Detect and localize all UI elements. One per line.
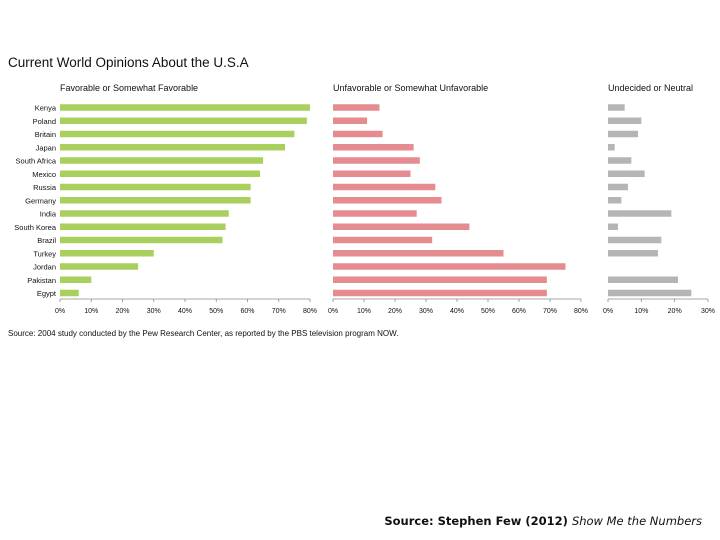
- bar-favorable-turkey: [60, 250, 154, 257]
- bar-unfavorable-russia: [333, 183, 436, 191]
- x-tick-label-unfavorable-2: 20%: [388, 308, 402, 315]
- bar-undecided-japan: [608, 144, 615, 151]
- x-tick-label-favorable-0: 0%: [55, 308, 65, 315]
- bar-undecided-india: [608, 210, 672, 217]
- bar-favorable-poland: [60, 117, 307, 124]
- bar-unfavorable-japan: [333, 144, 414, 151]
- x-tick-label-favorable-7: 70%: [272, 308, 286, 315]
- bar-undecided-kenya: [608, 104, 625, 111]
- category-label-south-africa: South Africa: [16, 157, 57, 166]
- x-tick-label-favorable-3: 30%: [147, 308, 161, 315]
- bar-undecided-britain: [608, 130, 638, 138]
- x-tick-label-favorable-4: 40%: [178, 308, 192, 315]
- source-note: Source: 2004 study conducted by the Pew …: [8, 329, 398, 338]
- bar-favorable-mexico: [60, 170, 260, 177]
- category-label-egypt: Egypt: [37, 289, 57, 298]
- category-label-mexico: Mexico: [32, 170, 56, 179]
- bar-undecided-poland: [608, 117, 642, 124]
- x-tick-label-unfavorable-3: 30%: [419, 308, 433, 315]
- caption-book-title: Show Me the Numbers: [571, 514, 702, 528]
- x-tick-label-favorable-2: 20%: [115, 308, 129, 315]
- bar-favorable-egypt: [60, 289, 79, 297]
- bar-unfavorable-kenya: [333, 104, 380, 111]
- x-tick-label-unfavorable-5: 50%: [481, 308, 495, 315]
- category-label-poland: Poland: [33, 117, 56, 126]
- bar-undecided-russia: [608, 183, 628, 191]
- category-label-germany: Germany: [25, 196, 56, 205]
- bar-favorable-russia: [60, 183, 251, 191]
- x-tick-label-unfavorable-6: 60%: [512, 308, 526, 315]
- category-label-russia: Russia: [33, 183, 57, 192]
- bar-unfavorable-jordan: [333, 263, 566, 270]
- bar-favorable-kenya: [60, 104, 310, 111]
- bar-unfavorable-turkey: [333, 250, 504, 257]
- x-tick-label-undecided-3: 30%: [701, 308, 715, 315]
- chart-title: Current World Opinions About the U.S.A: [8, 55, 249, 70]
- category-label-jordan: Jordan: [33, 263, 56, 272]
- x-tick-label-favorable-6: 60%: [240, 308, 254, 315]
- x-tick-label-unfavorable-7: 70%: [543, 308, 557, 315]
- bar-unfavorable-britain: [333, 130, 383, 138]
- bar-favorable-japan: [60, 144, 285, 151]
- x-tick-label-favorable-5: 50%: [209, 308, 223, 315]
- panel-title-undecided: Undecided or Neutral: [608, 83, 693, 93]
- bar-unfavorable-south-korea: [333, 223, 470, 230]
- category-label-turkey: Turkey: [33, 249, 56, 258]
- bar-unfavorable-pakistan: [333, 276, 547, 283]
- x-tick-label-favorable-1: 10%: [84, 308, 98, 315]
- bar-unfavorable-india: [333, 210, 417, 217]
- x-tick-label-unfavorable-8: 80%: [574, 308, 588, 315]
- panel-title-unfavorable: Unfavorable or Somewhat Unfavorable: [333, 83, 488, 93]
- bar-undecided-egypt: [608, 289, 692, 297]
- x-tick-label-undecided-2: 20%: [668, 308, 682, 315]
- bar-undecided-south-africa: [608, 157, 632, 164]
- category-label-south-korea: South Korea: [14, 223, 57, 232]
- bar-favorable-india: [60, 210, 229, 217]
- x-tick-label-favorable-8: 80%: [303, 308, 317, 315]
- x-tick-label-unfavorable-4: 40%: [450, 308, 464, 315]
- bar-undecided-brazil: [608, 236, 662, 244]
- bar-undecided-pakistan: [608, 276, 678, 283]
- bar-undecided-turkey: [608, 250, 658, 257]
- caption-prefix: Source: Stephen Few (2012): [384, 514, 572, 528]
- x-tick-label-unfavorable-0: 0%: [328, 308, 338, 315]
- category-label-brazil: Brazil: [37, 236, 56, 245]
- x-tick-label-undecided-0: 0%: [603, 308, 613, 315]
- bar-unfavorable-poland: [333, 117, 368, 124]
- bar-unfavorable-mexico: [333, 170, 411, 177]
- category-label-japan: Japan: [36, 143, 56, 152]
- x-tick-label-unfavorable-1: 10%: [357, 308, 371, 315]
- bar-unfavorable-brazil: [333, 236, 433, 244]
- bar-favorable-germany: [60, 197, 251, 204]
- bar-undecided-germany: [608, 197, 622, 204]
- bar-favorable-south-africa: [60, 157, 264, 164]
- category-label-kenya: Kenya: [35, 104, 57, 113]
- bar-favorable-jordan: [60, 263, 139, 270]
- bar-undecided-south-korea: [608, 223, 618, 230]
- panel-title-favorable: Favorable or Somewhat Favorable: [60, 83, 198, 93]
- bar-favorable-south-korea: [60, 223, 226, 230]
- bar-favorable-brazil: [60, 236, 223, 244]
- category-label-pakistan: Pakistan: [27, 276, 56, 285]
- x-tick-label-undecided-1: 10%: [634, 308, 648, 315]
- category-label-britain: Britain: [35, 130, 56, 139]
- image-caption: Source: Stephen Few (2012) Show Me the N…: [384, 514, 702, 528]
- bar-favorable-pakistan: [60, 276, 92, 283]
- bar-unfavorable-south-africa: [333, 157, 420, 164]
- bar-unfavorable-egypt: [333, 289, 547, 297]
- bar-undecided-mexico: [608, 170, 645, 177]
- category-label-india: India: [40, 210, 57, 219]
- bar-unfavorable-germany: [333, 197, 442, 204]
- bar-favorable-britain: [60, 130, 295, 138]
